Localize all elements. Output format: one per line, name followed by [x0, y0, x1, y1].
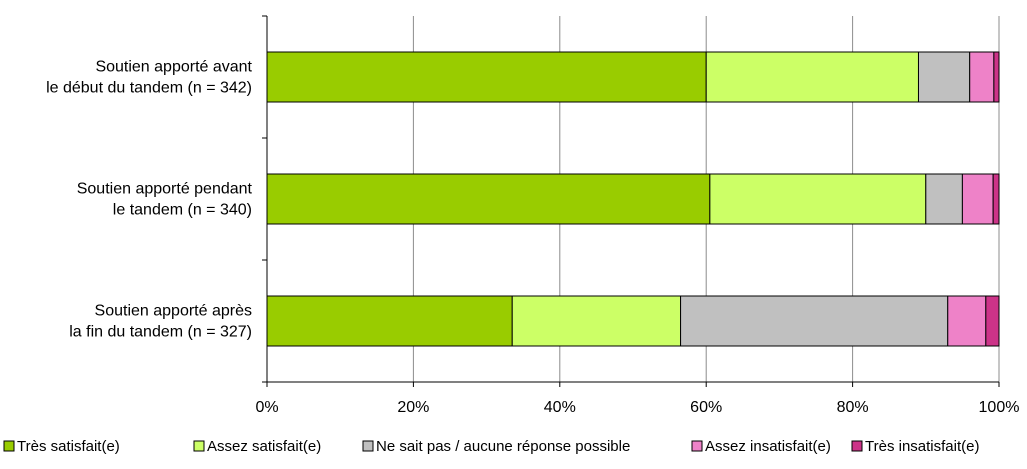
bar-2-3	[947, 295, 987, 347]
x-tick-label-3: 60%	[690, 399, 722, 416]
category-label-0-0: Soutien apporté avant	[95, 59, 252, 76]
category-label-1-1: le tandem (n = 340)	[113, 202, 252, 219]
bar-0-0	[266, 51, 707, 103]
bar-1-3	[961, 173, 994, 225]
legend-swatch-1	[193, 440, 205, 452]
bar-2-0	[266, 295, 513, 347]
x-tick-label-1: 20%	[397, 399, 429, 416]
x-tick-label-2: 40%	[544, 399, 576, 416]
bar-1-1	[709, 173, 927, 225]
bar-1-0	[266, 173, 711, 225]
legend-label-3: Assez insatisfait(e)	[705, 438, 831, 455]
legend-label-0: Très satisfait(e)	[17, 438, 120, 455]
bar-2-2	[680, 295, 949, 347]
legend-label-4: Très insatisfait(e)	[865, 438, 979, 455]
legend-swatch-0	[3, 440, 15, 452]
x-tick-label-4: 80%	[837, 399, 869, 416]
category-label-2-0: Soutien apporté après	[95, 303, 252, 320]
category-label-0-1: le début du tandem (n = 342)	[46, 80, 252, 97]
bar-0-2	[917, 51, 971, 103]
legend-label-1: Assez satisfait(e)	[207, 438, 321, 455]
bar-2-4	[985, 295, 1000, 347]
bar-1-4	[992, 173, 1000, 225]
bar-0-1	[705, 51, 919, 103]
bar-0-3	[969, 51, 995, 103]
bar-1-2	[925, 173, 963, 225]
category-label-1-0: Soutien apporté pendant	[77, 181, 253, 198]
legend-swatch-2	[362, 440, 374, 452]
legend-label-2: Ne sait pas / aucune réponse possible	[376, 438, 630, 455]
x-tick-label-0: 0%	[255, 399, 278, 416]
category-label-2-1: la fin du tandem (n = 327)	[69, 324, 252, 341]
legend-swatch-4	[851, 440, 863, 452]
bar-0-4	[993, 51, 1000, 103]
bar-2-1	[511, 295, 682, 347]
legend-swatch-3	[691, 440, 703, 452]
x-tick-label-5: 100%	[979, 399, 1020, 416]
